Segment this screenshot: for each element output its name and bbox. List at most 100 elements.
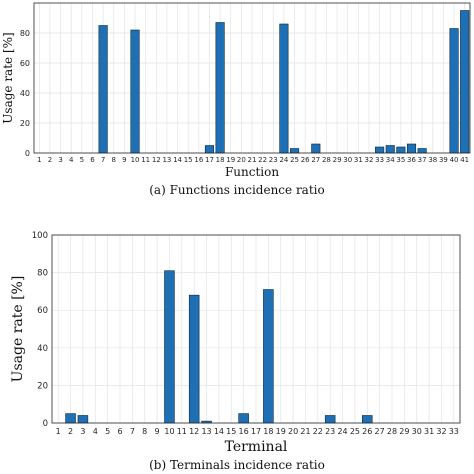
x-tick-label: 11 — [177, 427, 187, 436]
bar-25 — [289, 148, 300, 154]
x-tick-label: 25 — [350, 427, 360, 436]
x-tick-label: 35 — [396, 156, 405, 164]
x-tick-label: 6 — [117, 427, 122, 436]
x-tick-label: 28 — [387, 427, 397, 436]
x-tick-label: 26 — [362, 427, 372, 436]
x-tick-label: 12 — [189, 427, 199, 436]
x-tick-label: 33 — [449, 427, 459, 436]
x-tick-label: 8 — [112, 156, 116, 164]
x-tick-label: 21 — [248, 156, 257, 164]
x-tick-label: 15 — [184, 156, 193, 164]
bar-27 — [311, 143, 321, 154]
axes-frame — [33, 2, 471, 154]
y-tick-label: 40 — [20, 89, 30, 98]
x-tick-label: 22 — [313, 427, 323, 436]
x-tick-label: 33 — [375, 156, 384, 164]
x-tick-label: 13 — [162, 156, 171, 164]
x-tick-label: 1 — [56, 427, 61, 436]
y-tick-label: 20 — [20, 119, 30, 128]
x-tick-label: 10 — [131, 156, 140, 164]
x-tick-label: 28 — [322, 156, 331, 164]
x-tick-label: 14 — [214, 427, 224, 436]
x-axis-label: Function — [225, 165, 279, 179]
x-tick-label: 17 — [205, 156, 214, 164]
x-tick-label: 1 — [37, 156, 41, 164]
x-tick-label: 4 — [93, 427, 98, 436]
bar-10 — [130, 29, 140, 154]
y-tick-label: 80 — [20, 29, 30, 38]
bars — [65, 270, 373, 424]
x-tick-label: 29 — [333, 156, 342, 164]
x-tick-label: 2 — [68, 427, 73, 436]
x-tick-label: 2 — [48, 156, 52, 164]
x-tick-label: 19 — [226, 156, 235, 164]
x-tick-label: 7 — [101, 156, 105, 164]
x-tick-label: 22 — [258, 156, 267, 164]
x-tick-label: 19 — [276, 427, 286, 436]
bar-26 — [362, 415, 373, 424]
bar-2 — [65, 413, 76, 424]
x-tick-label: 32 — [365, 156, 374, 164]
x-tick-label: 5 — [80, 156, 84, 164]
x-tick-label: 27 — [375, 427, 385, 436]
x-tick-label: 30 — [343, 156, 352, 164]
x-tick-label: 41 — [460, 156, 469, 164]
x-tick-label: 20 — [288, 427, 298, 436]
x-tick-label: 12 — [152, 156, 161, 164]
bar-36 — [406, 143, 417, 154]
y-tick-label: 80 — [37, 269, 48, 279]
x-tick-label: 36 — [407, 156, 416, 164]
caption: (a) Functions incidence ratio — [149, 183, 324, 197]
bar-24 — [279, 23, 289, 154]
x-tick-labels: 1 2 3 4 5 6 7 8 9 10 11 12 13 14 15 16 17 18 19 20 21 22 23 24 2… — [56, 427, 459, 436]
y-axis-label: Usage rate [%] — [10, 276, 26, 383]
y-tick-label: 20 — [37, 381, 48, 391]
x-tick-label: 31 — [424, 427, 434, 436]
bar-40 — [449, 28, 459, 154]
x-tick-label: 30 — [412, 427, 422, 436]
x-tick-label: 3 — [58, 156, 62, 164]
x-tick-label: 17 — [251, 427, 261, 436]
y-tick-label: 40 — [37, 344, 48, 354]
y-axis-label: Usage rate [%] — [1, 32, 15, 123]
x-tick-label: 18 — [263, 427, 273, 436]
x-tick-label: 24 — [279, 156, 288, 164]
x-tick-label: 23 — [325, 427, 335, 436]
bar-41 — [460, 10, 470, 154]
x-tick-label: 11 — [141, 156, 150, 164]
x-tick-label: 31 — [354, 156, 363, 164]
y-tick-label: 100 — [32, 231, 48, 241]
x-tick-label: 34 — [386, 156, 395, 164]
x-tick-label: 29 — [399, 427, 409, 436]
x-tick-label: 39 — [439, 156, 448, 164]
functions-chart: 1 2 3 4 5 6 7 8 9 10 11 12 13 14 15 16 17 18 19 20 21 22 23 24 2… — [1, 2, 471, 197]
y-tick-labels: 0 20 40 60 80 — [20, 29, 30, 158]
x-tick-label: 16 — [194, 156, 203, 164]
x-tick-label: 25 — [290, 156, 299, 164]
bar-34 — [385, 145, 395, 154]
bar-18 — [215, 22, 225, 154]
x-tick-label: 5 — [105, 427, 110, 436]
y-tick-label: 60 — [20, 59, 30, 68]
x-tick-label: 16 — [239, 427, 249, 436]
x-tick-label: 20 — [237, 156, 246, 164]
x-tick-label: 37 — [418, 156, 427, 164]
x-tick-label: 3 — [80, 427, 85, 436]
x-tick-label: 27 — [311, 156, 320, 164]
axes-frame — [51, 234, 461, 424]
x-tick-label: 32 — [436, 427, 446, 436]
x-tick-label: 8 — [142, 427, 147, 436]
y-tick-label: 60 — [37, 306, 48, 316]
x-tick-label: 7 — [130, 427, 135, 436]
caption: (b) Terminals incidence ratio — [149, 458, 325, 472]
x-tick-label: 23 — [269, 156, 278, 164]
x-tick-label: 9 — [155, 427, 160, 436]
bar-16 — [238, 413, 249, 424]
x-tick-label: 18 — [216, 156, 225, 164]
y-tick-label: 0 — [25, 149, 30, 158]
y-tick-label: 0 — [43, 419, 48, 429]
x-tick-label: 14 — [173, 156, 182, 164]
x-axis-label: Terminal — [225, 439, 288, 455]
bar-17 — [204, 145, 215, 154]
